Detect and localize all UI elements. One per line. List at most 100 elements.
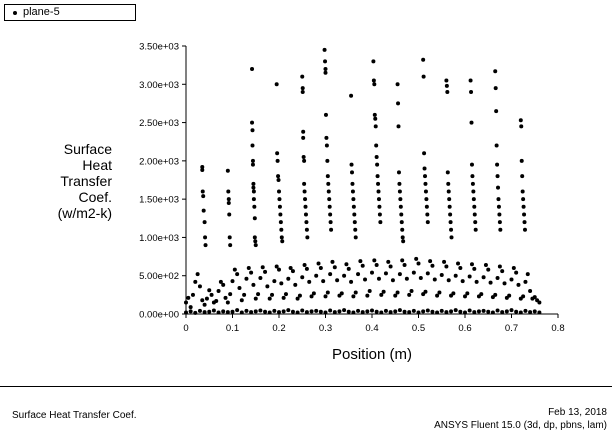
data-point <box>449 235 454 240</box>
data-point <box>397 189 402 194</box>
y-axis-label-line: Transfer <box>60 173 112 189</box>
data-point <box>214 298 219 303</box>
data-point <box>488 280 493 285</box>
data-point <box>520 189 525 194</box>
x-axis-label: Position (m) <box>332 346 412 363</box>
data-point <box>398 204 403 209</box>
data-point <box>276 178 281 182</box>
data-point <box>493 292 498 297</box>
data-point <box>388 310 393 315</box>
y-tick-label: 1.50e+03 <box>139 195 179 206</box>
data-point <box>496 185 501 190</box>
data-point <box>274 264 279 269</box>
data-point <box>200 164 205 169</box>
data-point <box>432 277 437 282</box>
data-point <box>525 272 530 277</box>
y-tick-label: 0.00e+00 <box>139 310 179 321</box>
data-point <box>276 174 281 179</box>
data-point <box>372 112 377 117</box>
data-point <box>449 227 454 232</box>
data-point <box>277 267 281 272</box>
data-point <box>225 168 230 173</box>
data-point <box>190 292 195 297</box>
data-point <box>253 239 258 244</box>
data-point <box>411 308 416 313</box>
data-point <box>330 259 335 264</box>
data-point <box>469 262 474 267</box>
data-point <box>523 279 528 284</box>
data-point <box>303 212 308 217</box>
data-point <box>472 310 477 315</box>
data-point <box>500 310 505 315</box>
data-point <box>430 309 435 314</box>
data-point <box>373 124 378 129</box>
footer-solver-info: ANSYS Fluent 15.0 (3d, dp, pbns, lam) <box>434 420 607 431</box>
data-point <box>396 101 401 106</box>
data-point <box>500 269 505 274</box>
data-point <box>324 135 329 140</box>
data-point <box>323 59 328 64</box>
data-point <box>260 265 265 270</box>
data-point <box>463 294 467 299</box>
data-point <box>422 151 427 156</box>
data-point <box>316 261 321 266</box>
x-tick-label: 0.3 <box>319 323 332 334</box>
data-point <box>471 189 476 194</box>
data-point <box>494 143 499 148</box>
data-point <box>327 197 332 202</box>
data-point <box>344 262 349 267</box>
data-point <box>223 295 228 300</box>
data-point <box>193 310 198 315</box>
data-point <box>207 309 212 314</box>
data-point <box>326 189 331 194</box>
data-point <box>303 197 308 202</box>
data-point <box>278 220 283 225</box>
data-point <box>370 270 374 275</box>
data-point <box>397 272 402 277</box>
data-point <box>371 59 376 64</box>
data-point <box>342 308 347 313</box>
data-point <box>225 300 230 305</box>
data-point <box>290 309 295 314</box>
data-point <box>244 308 249 313</box>
data-point <box>230 279 235 284</box>
data-point <box>423 189 428 194</box>
data-point <box>328 272 333 277</box>
data-point <box>396 124 401 129</box>
data-point <box>360 310 365 315</box>
data-point <box>495 308 500 313</box>
data-point <box>221 282 226 287</box>
data-point <box>365 293 370 298</box>
data-point <box>184 300 188 305</box>
data-point <box>521 197 526 202</box>
data-point <box>471 197 476 202</box>
data-point <box>421 74 426 79</box>
data-point <box>496 204 501 209</box>
data-point <box>472 212 477 217</box>
data-point <box>335 278 340 283</box>
data-point <box>376 276 381 281</box>
data-point <box>444 310 449 315</box>
data-point <box>351 294 356 299</box>
data-point <box>301 129 306 134</box>
x-tick-label: 0.2 <box>272 323 285 334</box>
data-point <box>239 310 244 315</box>
data-point <box>444 264 449 269</box>
data-point <box>204 296 209 301</box>
data-point <box>519 124 524 129</box>
data-point <box>252 204 257 209</box>
data-point <box>237 285 242 290</box>
data-point <box>300 86 305 91</box>
data-point <box>470 181 475 186</box>
data-point <box>253 309 258 314</box>
data-point <box>300 89 305 94</box>
data-point <box>521 204 526 209</box>
data-point <box>203 235 208 240</box>
data-point <box>376 189 381 194</box>
data-point <box>397 308 402 313</box>
data-point <box>458 309 463 314</box>
data-point <box>326 181 331 186</box>
data-point <box>414 256 419 261</box>
legend-marker-icon <box>13 11 17 15</box>
data-point <box>349 279 354 284</box>
